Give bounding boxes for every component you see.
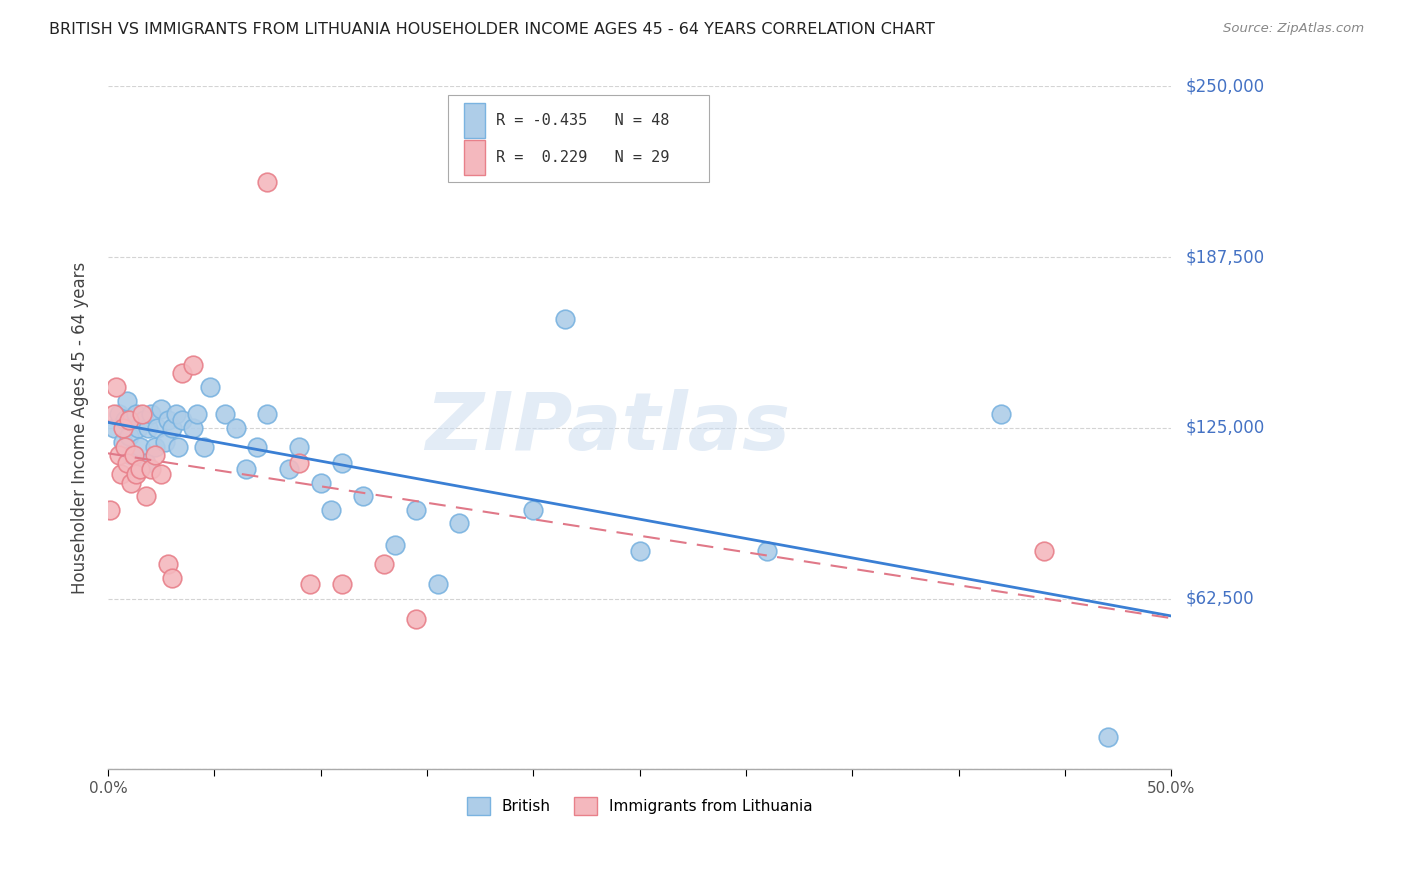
Point (120, 475, 142, 490)
Point (181, 358, 204, 372)
Point (118, 429, 141, 443)
Point (128, 462, 150, 476)
Point (373, 558, 395, 572)
Point (405, 612, 427, 626)
Text: R = -0.435   N = 48: R = -0.435 N = 48 (496, 113, 669, 128)
Point (120, 448, 142, 462)
Text: BRITISH VS IMMIGRANTS FROM LITHUANIA HOUSEHOLDER INCOME AGES 45 - 64 YEARS CORRE: BRITISH VS IMMIGRANTS FROM LITHUANIA HOU… (49, 22, 935, 37)
Legend: British, Immigrants from Lithuania: British, Immigrants from Lithuania (460, 789, 820, 823)
Point (111, 421, 134, 435)
Point (114, 440, 136, 454)
Bar (464, 103, 485, 138)
Point (256, 175, 278, 189)
Point (122, 448, 145, 462)
Point (98, 503, 121, 517)
Point (447, 516, 470, 531)
Point (150, 401, 173, 416)
Point (235, 462, 257, 476)
Point (124, 407, 146, 421)
Point (110, 467, 132, 482)
Point (1097, 730, 1119, 744)
Point (186, 407, 208, 421)
Bar (464, 140, 485, 176)
Point (225, 421, 247, 435)
Point (160, 421, 183, 435)
Point (198, 380, 221, 394)
Point (167, 440, 190, 454)
Point (181, 421, 204, 435)
Text: $250,000: $250,000 (1185, 78, 1264, 95)
Point (128, 440, 150, 454)
Point (352, 489, 374, 503)
Text: R =  0.229   N = 29: R = 0.229 N = 29 (496, 150, 669, 165)
Point (118, 412, 141, 426)
Point (127, 421, 149, 435)
Point (107, 407, 129, 421)
Point (256, 407, 278, 421)
Text: $125,000: $125,000 (1185, 419, 1264, 437)
Text: Source: ZipAtlas.com: Source: ZipAtlas.com (1223, 22, 1364, 36)
Point (156, 412, 179, 426)
Y-axis label: Householder Income Ages 45 - 64 years: Householder Income Ages 45 - 64 years (72, 261, 89, 594)
Point (405, 503, 427, 517)
Point (143, 448, 166, 462)
Point (298, 576, 321, 591)
Point (330, 456, 353, 470)
Point (146, 421, 169, 435)
Point (628, 543, 651, 558)
Point (160, 571, 183, 585)
Point (330, 576, 353, 591)
Point (115, 456, 138, 470)
Point (165, 407, 187, 421)
Point (426, 576, 449, 591)
Point (288, 456, 311, 470)
Point (554, 311, 576, 326)
Point (309, 475, 332, 490)
Point (990, 407, 1012, 421)
Point (105, 380, 128, 394)
Point (138, 421, 160, 435)
Text: $62,500: $62,500 (1185, 590, 1254, 607)
Point (246, 440, 269, 454)
Point (135, 489, 157, 503)
Point (114, 412, 136, 426)
Point (155, 434, 177, 449)
Point (124, 467, 146, 482)
Point (172, 412, 194, 426)
Text: ZIPatlas: ZIPatlas (425, 389, 790, 467)
Point (103, 407, 125, 421)
Point (131, 407, 153, 421)
Point (1032, 543, 1054, 558)
Point (277, 462, 299, 476)
Point (321, 503, 343, 517)
Point (139, 407, 162, 421)
Point (214, 407, 236, 421)
Point (156, 558, 179, 572)
Point (139, 462, 162, 476)
FancyBboxPatch shape (449, 95, 709, 182)
Point (288, 440, 311, 454)
Point (384, 538, 406, 552)
Text: $187,500: $187,500 (1185, 248, 1264, 266)
Point (111, 434, 134, 449)
Point (522, 503, 544, 517)
Point (107, 448, 129, 462)
Point (103, 421, 125, 435)
Point (756, 543, 779, 558)
Point (115, 393, 138, 408)
Point (135, 456, 157, 470)
Point (193, 440, 215, 454)
Point (150, 467, 173, 482)
Point (134, 412, 156, 426)
Point (172, 366, 194, 380)
Point (143, 440, 166, 454)
